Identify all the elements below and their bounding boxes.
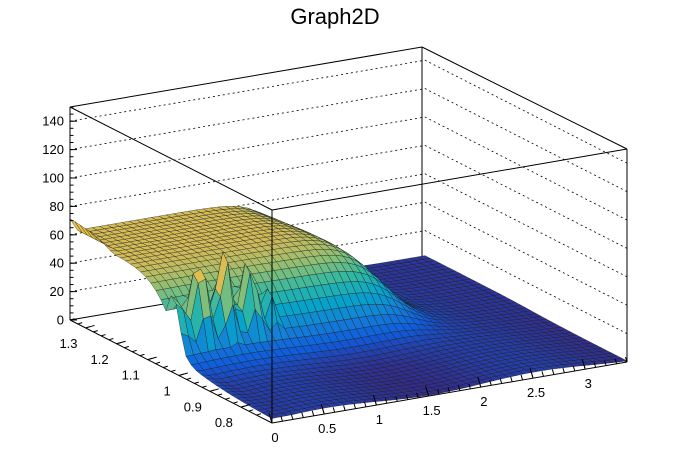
x-minor-tick [426, 390, 430, 397]
x-minor-tick [280, 416, 283, 422]
y-tick-label-3: 1.1 [122, 368, 140, 383]
y-minor-tick [108, 338, 114, 341]
y-minor-tick [69, 318, 75, 321]
x-minor-tick [301, 412, 304, 418]
x-minor-tick [416, 392, 419, 399]
x-minor-tick [510, 376, 513, 382]
x-minor-tick [363, 401, 367, 407]
z-tick-label-4: 80 [50, 199, 64, 214]
x-minor-tick [572, 365, 576, 372]
x-minor-tick [270, 417, 273, 424]
y-minor-tick [240, 405, 246, 408]
y-minor-tick [201, 385, 207, 388]
x-minor-tick [478, 381, 482, 388]
y-minor-tick [116, 341, 122, 345]
z-tick-label-3: 60 [50, 227, 64, 242]
chart-title: Graph2D [290, 4, 379, 29]
y-tick-label-4: 1.2 [91, 352, 109, 367]
y-minor-tick [132, 349, 137, 353]
x-tick-label-5: 2.5 [527, 385, 545, 400]
x-tick-label-3: 1.5 [423, 403, 441, 418]
y-minor-tick [155, 361, 161, 365]
y-minor-tick [225, 397, 231, 400]
y-minor-tick [77, 322, 83, 325]
y-axis: 0.8 0.9 1 1.1 1.2 1.3 [59, 318, 262, 430]
y-minor-tick [217, 393, 223, 396]
grid-lines [69, 59, 628, 334]
x-minor-tick [604, 360, 607, 366]
frame-front-edge-3 [69, 106, 273, 211]
y-minor-tick [100, 334, 106, 337]
z-tick-label-5: 100 [42, 171, 64, 186]
y-tick-label-1: 0.9 [184, 399, 202, 414]
x-minor-tick [311, 410, 315, 416]
x-minor-tick [395, 396, 398, 402]
y-minor-tick [233, 401, 238, 404]
y-minor-tick [124, 345, 130, 349]
x-minor-tick [489, 380, 492, 386]
x-minor-tick [562, 367, 565, 373]
x-tick-label-1: 0.5 [318, 421, 336, 436]
y-minor-tick [186, 377, 192, 380]
grid-z-6 [69, 88, 628, 192]
z-axis: 0 20 40 60 80 100 120 140 [42, 106, 77, 328]
x-minor-tick [384, 398, 388, 404]
frame-front-edge-4 [271, 148, 628, 211]
x-minor-tick [447, 387, 450, 393]
x-minor-tick [332, 407, 336, 413]
y-minor-tick [93, 330, 98, 333]
surface-mesh [69, 206, 628, 419]
x-minor-tick [343, 405, 346, 411]
x-minor-tick [437, 389, 440, 395]
x-tick-label-4: 2 [480, 394, 487, 409]
y-minor-tick [209, 389, 215, 392]
y-tick-label-5: 1.3 [59, 336, 77, 351]
y-minor-tick [178, 373, 184, 376]
grid-z-5 [69, 116, 628, 221]
y-minor-tick [163, 365, 168, 369]
grid-z-7 [69, 59, 628, 164]
y-minor-tick [85, 326, 91, 329]
x-minor-tick [614, 358, 618, 364]
x-minor-tick [625, 356, 628, 363]
x-minor-tick [405, 394, 409, 400]
x-minor-tick [468, 383, 471, 390]
x-minor-tick [457, 385, 461, 391]
y-minor-tick [170, 369, 176, 372]
z-tick-label-1: 20 [50, 284, 64, 299]
x-minor-tick [290, 414, 294, 420]
x-tick-label-0: 0 [271, 430, 278, 445]
frame-back-edge-4 [421, 46, 628, 150]
x-axis: 0 0.5 1 1.5 2 2.5 3 [268, 356, 628, 445]
y-minor-tick [248, 409, 254, 412]
grid-z-4 [69, 144, 628, 249]
y-minor-tick [256, 413, 262, 416]
z-tick-label-0: 0 [57, 313, 64, 328]
z-tick-label-2: 40 [50, 256, 64, 271]
y-tick-label-0: 0.8 [215, 415, 233, 430]
y-minor-tick [194, 381, 199, 384]
x-tick-label-6: 3 [585, 376, 592, 391]
x-minor-tick [374, 399, 377, 406]
y-minor-tick [147, 357, 153, 361]
z-tick-label-6: 120 [42, 142, 64, 157]
x-minor-tick [499, 378, 503, 384]
x-minor-tick [353, 403, 357, 409]
x-minor-tick [593, 362, 597, 368]
y-tick-label-2: 1 [164, 383, 171, 398]
y-minor-tick [139, 353, 145, 357]
x-minor-tick [322, 408, 325, 415]
z-tick-label-7: 140 [42, 114, 64, 129]
x-tick-label-2: 1 [376, 412, 383, 427]
x-minor-tick [551, 369, 555, 375]
x-minor-tick [520, 374, 524, 381]
x-minor-tick [583, 364, 586, 370]
x-minor-tick [531, 373, 534, 379]
frame-back-edge-3 [69, 46, 423, 108]
x-minor-tick [541, 371, 544, 377]
